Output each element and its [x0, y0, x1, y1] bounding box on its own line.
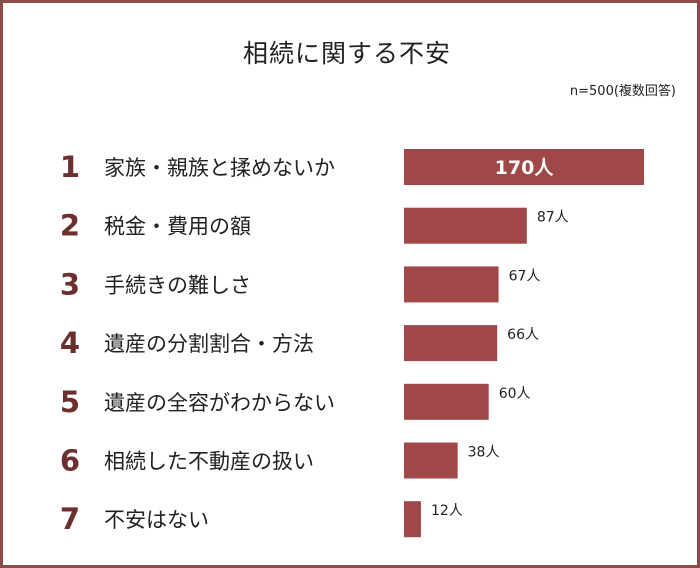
rank-number: 4: [60, 326, 80, 360]
rank-number: 6: [60, 444, 80, 478]
bar: [404, 442, 458, 479]
category-label: 不安はない: [104, 508, 209, 532]
rank-number: 3: [60, 267, 80, 301]
value-label: 60人: [499, 386, 531, 402]
category-label: 遺産の全容がわからない: [104, 391, 335, 415]
category-label: 遺産の分割割合・方法: [104, 332, 314, 356]
rank-number: 1: [60, 150, 80, 184]
category-label: 家族・親族と揉めないか: [104, 156, 335, 180]
bar: [404, 207, 527, 244]
chart-title: 相続に関する不安: [242, 39, 451, 68]
bar: [404, 266, 499, 303]
bar: [404, 149, 644, 185]
rank-number: 5: [60, 385, 80, 419]
value-label: 67人: [509, 268, 541, 284]
category-label: 相続した不動産の扱い: [104, 450, 314, 474]
value-label: 87人: [537, 210, 569, 226]
value-label: 170人: [495, 157, 555, 179]
bar: [404, 383, 489, 420]
rank-number: 2: [60, 209, 80, 243]
sample-note: n=500(複数回答): [569, 84, 676, 99]
value-label: 38人: [468, 445, 500, 461]
rank-number: 7: [60, 502, 80, 536]
value-label: 66人: [507, 327, 539, 343]
category-label: 手続きの難しさ: [104, 273, 251, 297]
bar: [404, 501, 421, 538]
bar: [404, 325, 498, 362]
category-label: 税金・費用の額: [104, 215, 251, 239]
value-label: 12人: [431, 503, 463, 519]
